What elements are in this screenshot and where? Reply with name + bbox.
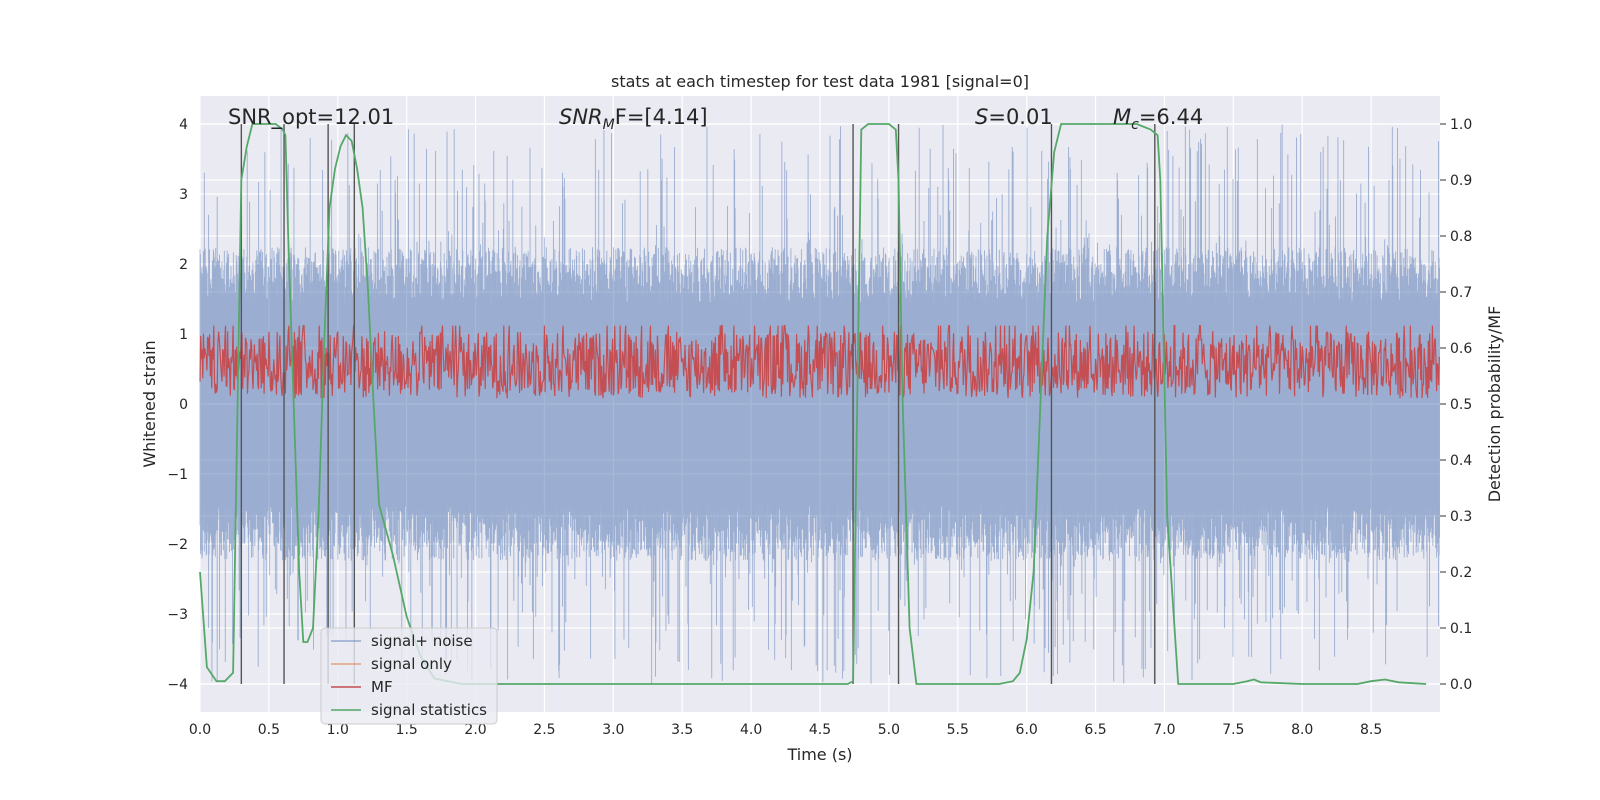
y2-tick-label: 0.1	[1450, 621, 1472, 637]
tick-labels: 0.0 0.5 1.0 1.5 2.0 2.5 3.0 3.5 4.0 4.5 5.0 5.5 6.0 6…	[167, 117, 1472, 738]
x-tick-label: 2.0	[464, 722, 486, 738]
legend-label-signal-statistics: signal statistics	[371, 701, 487, 719]
mc-symbol: M	[1113, 105, 1131, 129]
x-tick-label: 1.5	[396, 722, 418, 738]
y2-tick-label: 1.0	[1450, 117, 1472, 133]
s-symbol: S	[975, 105, 988, 129]
mc-subscript: c	[1131, 117, 1139, 133]
chart-title: stats at each timestep for test data 198…	[611, 72, 1029, 91]
x-tick-label: 3.0	[602, 722, 624, 738]
y2-tick-label: 0.5	[1450, 397, 1472, 413]
s-value: =0.01	[988, 105, 1052, 129]
x-tick-label: 0.0	[189, 722, 211, 738]
x-tick-label: 8.5	[1360, 722, 1382, 738]
snr-mf-subscript: M	[603, 117, 615, 133]
annotation-s: S=0.01	[975, 105, 1053, 129]
y-tick-label: −4	[167, 677, 188, 693]
signal-statistics-trace	[199, 123, 1427, 685]
y-tick-label: −3	[167, 607, 188, 623]
y-tick-label: 1	[179, 327, 188, 343]
legend-label-signal-noise: signal+ noise	[371, 632, 473, 650]
x-tick-label: 4.0	[740, 722, 762, 738]
x-tick-label: 8.0	[1291, 722, 1313, 738]
mc-value: =6.44	[1139, 105, 1203, 129]
y2-tick-label: 0.2	[1450, 565, 1472, 581]
annotation-mc: Mc=6.44	[1113, 105, 1203, 133]
mf-trace	[199, 325, 1440, 399]
y2-tick-label: 0.4	[1450, 453, 1472, 469]
annotation-snr-mf: SNRMF=[4.14]	[559, 105, 708, 133]
annotation-snr-opt: SNR_opt=12.01	[228, 105, 394, 130]
x-tick-label: 7.5	[1222, 722, 1244, 738]
snr-mf-value: F=[4.14]	[615, 105, 708, 129]
x-tick-label: 2.5	[533, 722, 555, 738]
y-tick-label: 4	[179, 117, 188, 133]
series-mf	[199, 325, 1440, 399]
y2-tick-label: 0.7	[1450, 285, 1472, 301]
y2-tick-label: 0.8	[1450, 229, 1472, 245]
y-tick-label: 0	[179, 397, 188, 413]
snr-mf-symbol: SNR	[559, 105, 603, 129]
series-signal-statistics	[199, 123, 1427, 685]
y-tick-label: 2	[179, 257, 188, 273]
x-tick-label: 0.5	[258, 722, 280, 738]
y-tick-label: −1	[167, 467, 188, 483]
legend-label-mf: MF	[371, 678, 393, 696]
y-axis-label: Whitened strain	[140, 340, 159, 467]
legend: signal+ noise signal only MF signal stat…	[320, 627, 498, 725]
x-axis-label: Time (s)	[786, 745, 852, 764]
x-tick-label: 6.0	[1016, 722, 1038, 738]
x-tick-label: 6.5	[1084, 722, 1106, 738]
x-tick-label: 3.5	[671, 722, 693, 738]
x-tick-label: 1.0	[327, 722, 349, 738]
y2-tick-label: 0.3	[1450, 509, 1472, 525]
x-tick-label: 5.0	[878, 722, 900, 738]
y2-tick-label: 0.9	[1450, 173, 1472, 189]
legend-label-signal-only: signal only	[371, 655, 452, 673]
y-tick-label: −2	[167, 537, 188, 553]
y2-tick-label: 0.6	[1450, 341, 1472, 357]
x-tick-label: 5.5	[947, 722, 969, 738]
legend-frame	[320, 627, 498, 725]
y-tick-label: 3	[179, 187, 188, 203]
x-tick-label: 4.5	[809, 722, 831, 738]
x-tick-label: 7.0	[1153, 722, 1175, 738]
y2-tick-label: 0.0	[1450, 677, 1472, 693]
y2-axis-label: Detection probability/MF	[1485, 306, 1504, 503]
